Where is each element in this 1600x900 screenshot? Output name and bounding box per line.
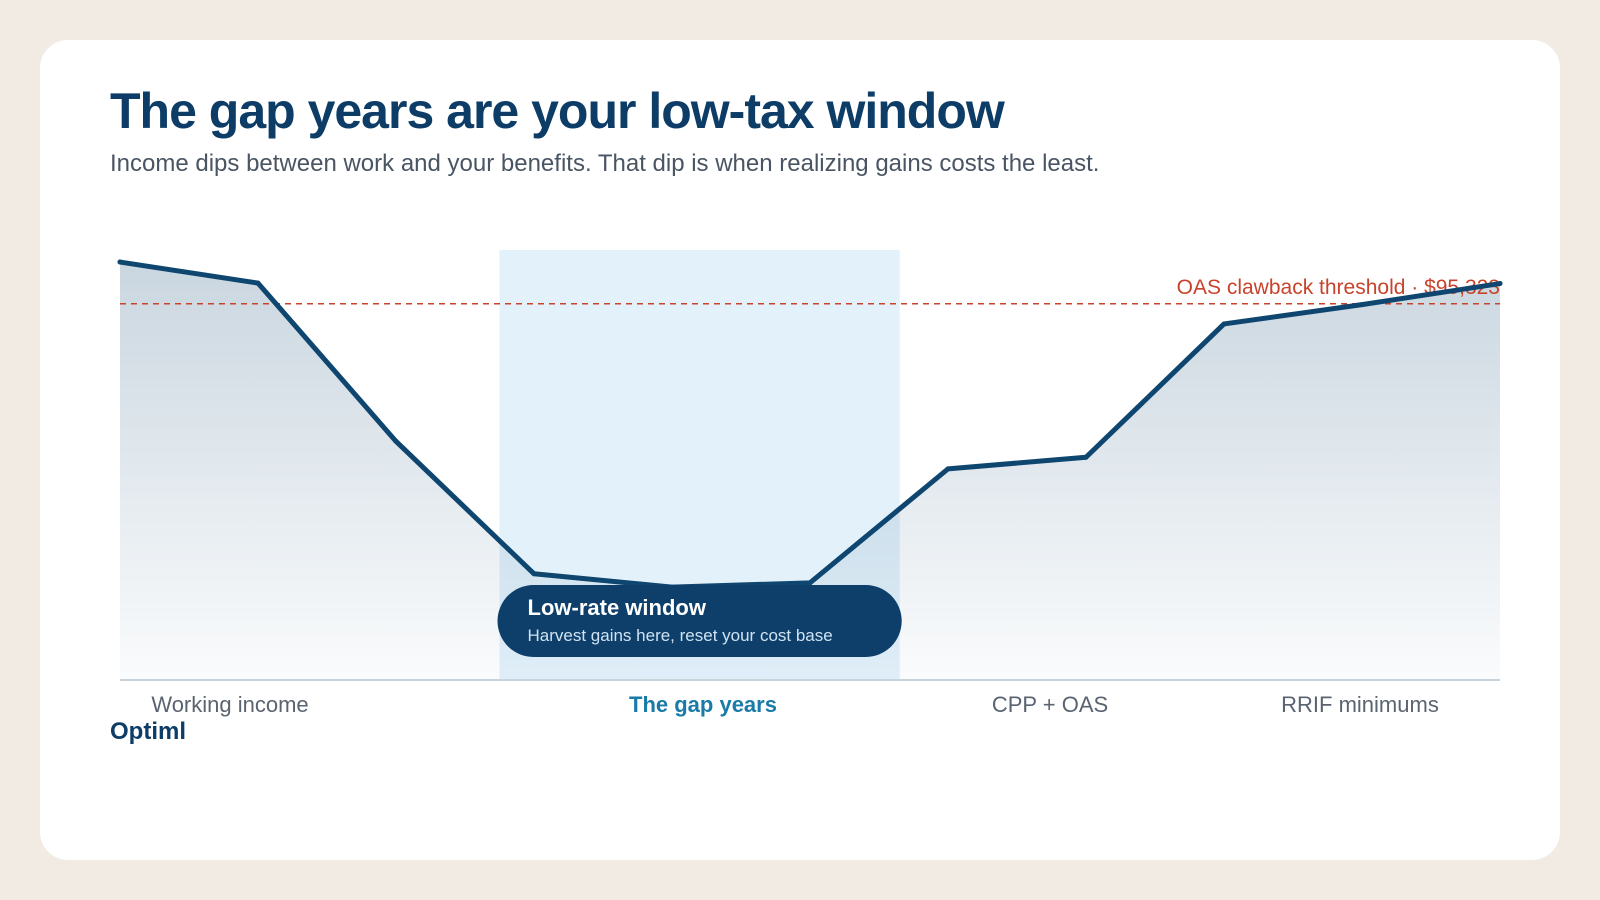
income-point: [117, 259, 123, 265]
phase-label: CPP + OAS: [992, 692, 1108, 717]
income-point: [945, 466, 951, 472]
income-point: [1083, 454, 1089, 460]
income-point: [1497, 281, 1503, 287]
callout-subtitle: Harvest gains here, reset your cost base: [528, 626, 833, 645]
income-point: [1221, 321, 1227, 327]
low-rate-callout: [497, 585, 902, 657]
income-point: [255, 280, 261, 286]
income-area: [120, 262, 1500, 680]
callout-title: Low-rate window: [528, 595, 707, 620]
income-point: [1359, 302, 1365, 308]
income-point: [807, 580, 813, 586]
phase-label: RRIF minimums: [1281, 692, 1439, 717]
brand-logo: Optiml: [110, 718, 186, 745]
page-subtitle: Income dips between work and your benefi…: [110, 150, 1100, 177]
income-point: [393, 438, 399, 444]
oas-threshold-label: OAS clawback threshold · $95,323: [1177, 276, 1500, 299]
page-title: The gap years are your low-tax window: [110, 83, 1005, 139]
phase-label: The gap years: [629, 692, 777, 717]
phase-label: Working income: [151, 692, 308, 717]
income-point: [531, 571, 537, 577]
